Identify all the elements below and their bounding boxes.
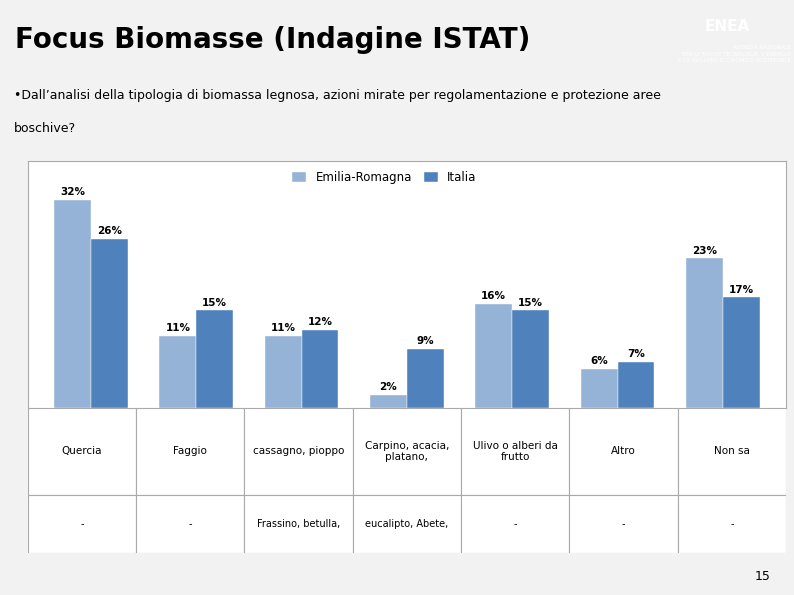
Text: cassagno, pioppo: cassagno, pioppo xyxy=(253,446,345,456)
Text: 2%: 2% xyxy=(380,382,397,392)
Text: •Dall’analisi della tipologia di biomassa legnosa, azioni mirate per regolamenta: •Dall’analisi della tipologia di biomass… xyxy=(14,89,661,102)
Bar xyxy=(370,394,407,408)
Text: -: - xyxy=(622,519,626,529)
Text: 15: 15 xyxy=(754,569,770,583)
Text: -: - xyxy=(514,519,517,529)
Text: Frassino, betulla,: Frassino, betulla, xyxy=(257,519,340,529)
Text: ENEA: ENEA xyxy=(705,19,750,35)
Bar xyxy=(28,495,136,553)
Text: 26%: 26% xyxy=(97,226,122,236)
Bar xyxy=(580,368,618,408)
Text: 9%: 9% xyxy=(417,337,434,346)
Bar xyxy=(136,495,245,553)
Text: boschive?: boschive? xyxy=(14,122,76,135)
Bar xyxy=(569,495,678,553)
Bar xyxy=(678,495,786,553)
Text: 6%: 6% xyxy=(590,356,608,366)
Text: -: - xyxy=(730,519,734,529)
Bar xyxy=(245,495,353,553)
Text: 15%: 15% xyxy=(518,298,543,308)
Bar xyxy=(136,408,245,495)
Bar xyxy=(353,408,461,495)
Bar xyxy=(723,297,760,408)
Bar xyxy=(264,336,302,408)
Bar xyxy=(196,310,233,408)
Bar xyxy=(54,200,91,408)
Bar xyxy=(302,330,338,408)
Text: Non sa: Non sa xyxy=(714,446,750,456)
Text: Focus Biomasse (Indagine ISTAT): Focus Biomasse (Indagine ISTAT) xyxy=(16,26,531,54)
Bar xyxy=(245,408,353,495)
Bar xyxy=(618,362,654,408)
Bar xyxy=(28,408,136,495)
Bar xyxy=(686,258,723,408)
Bar xyxy=(569,408,678,495)
Bar xyxy=(678,408,786,495)
Bar xyxy=(461,495,569,553)
Text: 32%: 32% xyxy=(60,187,85,197)
Text: 17%: 17% xyxy=(729,284,754,295)
Legend: Emilia-Romagna, Italia: Emilia-Romagna, Italia xyxy=(287,167,481,189)
Text: Ulivo o alberi da
frutto: Ulivo o alberi da frutto xyxy=(472,440,557,462)
Text: Carpino, acacia,
platano,: Carpino, acacia, platano, xyxy=(364,440,449,462)
Text: eucalipto, Abete,: eucalipto, Abete, xyxy=(365,519,449,529)
Text: 11%: 11% xyxy=(165,324,191,333)
Bar xyxy=(476,303,512,408)
Text: 11%: 11% xyxy=(271,324,295,333)
Bar xyxy=(91,239,128,408)
Text: 15%: 15% xyxy=(202,298,227,308)
Bar xyxy=(461,408,569,495)
Text: -: - xyxy=(80,519,83,529)
Text: 16%: 16% xyxy=(481,291,507,301)
Text: Quercia: Quercia xyxy=(62,446,102,456)
Text: -: - xyxy=(188,519,192,529)
Text: 23%: 23% xyxy=(692,246,717,255)
Bar xyxy=(512,310,549,408)
Text: 7%: 7% xyxy=(627,349,645,359)
Bar xyxy=(353,495,461,553)
Text: Altro: Altro xyxy=(611,446,636,456)
Text: Faggio: Faggio xyxy=(173,446,207,456)
Text: 12%: 12% xyxy=(307,317,333,327)
Bar xyxy=(160,336,196,408)
Text: AGENZIA NAZIONALE
PER LE NUOVE TECNOLOGIE, L'ENERGIA
E LO SVILUPPO ECONOMICO SOS: AGENZIA NAZIONALE PER LE NUOVE TECNOLOGI… xyxy=(677,45,791,63)
Bar xyxy=(407,349,444,408)
